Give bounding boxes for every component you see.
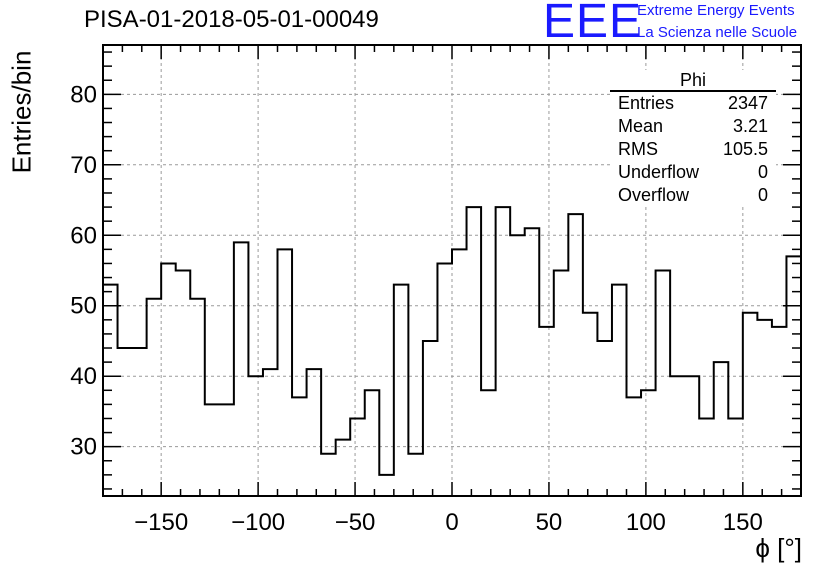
histogram-bin [597, 341, 612, 496]
x-tick-label: −50 [335, 509, 376, 536]
histogram-bin [670, 376, 685, 496]
eee-logo: EEE [543, 0, 643, 48]
x-tick-label: 150 [723, 509, 763, 536]
tick-labels: −150 −100 −50 0 50 100 150 30 40 50 60 70 80 [70, 81, 763, 536]
histogram-series [103, 206, 802, 497]
y-tick-label: 80 [70, 81, 97, 108]
stats-value: 0 [757, 185, 768, 205]
axis-ticks [102, 45, 802, 496]
y-tick-label: 40 [70, 363, 97, 390]
histogram-bin [467, 207, 482, 496]
histogram-bin [365, 390, 380, 496]
stats-label: Underflow [618, 162, 700, 182]
histogram-bin [685, 376, 700, 496]
histogram-bin [772, 327, 787, 496]
stats-value: 3.21 [732, 116, 768, 136]
histogram-bin [612, 285, 627, 496]
logo-line-2: La Scienza nelle Scuole [637, 24, 798, 41]
histogram-bin [263, 369, 278, 496]
x-tick-label: −150 [134, 509, 188, 536]
histogram-bin [118, 348, 133, 496]
histogram-bin [743, 313, 758, 496]
stats-label: Entries [618, 93, 675, 113]
histogram-bin [205, 404, 220, 496]
y-tick-label: 60 [70, 222, 97, 249]
histogram-bin [394, 285, 409, 496]
histogram-bin [699, 418, 714, 496]
stats-title: Phi [610, 70, 776, 92]
histogram-bin [757, 320, 772, 496]
stats-label: Mean [618, 116, 664, 136]
histogram-bin [379, 475, 394, 496]
y-axis-label: Entries/bin [6, 50, 37, 174]
histogram-bin [568, 214, 583, 496]
histogram-bin [219, 404, 234, 496]
x-tick-label: −100 [231, 509, 285, 536]
x-tick-label: 0 [445, 509, 458, 536]
stats-label: RMS [618, 139, 658, 159]
histogram-bin [336, 440, 351, 496]
histogram-bin [234, 242, 249, 496]
histogram-bin [510, 235, 525, 496]
y-tick-label: 50 [70, 293, 97, 320]
histogram-bin [321, 454, 336, 496]
histogram-bin [176, 271, 191, 497]
histogram-bin [554, 271, 569, 497]
histogram-bin [132, 348, 147, 496]
histogram-bin [525, 228, 540, 496]
stats-label: Overflow [618, 185, 690, 205]
histogram-bin [408, 454, 423, 496]
x-axis-label: ϕ [°] [755, 533, 802, 563]
histogram-bin [714, 362, 729, 496]
histogram-bin [161, 263, 176, 496]
stats-row: Underflow 0 [610, 161, 776, 184]
stats-row: Overflow 0 [610, 184, 776, 207]
histogram-bin [627, 397, 642, 496]
histogram-bin [248, 376, 263, 496]
stats-row: RMS 105.5 [610, 138, 776, 161]
histogram-bin [437, 263, 452, 496]
stats-value: 2347 [727, 93, 768, 113]
histogram-bin [190, 299, 205, 496]
y-tick-label: 70 [70, 152, 97, 179]
grid-lines [103, 45, 801, 496]
logo-line-1: Extreme Energy Events [637, 2, 795, 19]
histogram-bin [496, 207, 511, 496]
histogram-bin [278, 249, 293, 496]
histogram-bin [656, 271, 671, 497]
histogram-bin [292, 397, 307, 496]
histogram-bin [583, 313, 598, 496]
histogram-bin [481, 390, 496, 496]
histogram-bin [641, 390, 656, 496]
histogram-bin [307, 369, 322, 496]
stats-box: Phi Entries 2347 Mean 3.21 RMS 105.5 Und… [610, 70, 776, 207]
stats-value: 105.5 [722, 139, 768, 159]
histogram-outline [103, 206, 802, 476]
histogram-bin [539, 327, 554, 496]
stats-row: Entries 2347 [610, 92, 776, 115]
histogram-bin [147, 299, 162, 496]
chart-title: PISA-01-2018-05-01-00049 [84, 6, 379, 33]
histogram-bin [423, 341, 438, 496]
histogram-bin [350, 418, 365, 496]
histogram-bin [728, 418, 743, 496]
stats-row: Mean 3.21 [610, 115, 776, 138]
x-tick-label: 100 [626, 509, 666, 536]
histogram-bin [452, 249, 467, 496]
x-tick-label: 50 [536, 509, 563, 536]
stats-value: 0 [757, 162, 768, 182]
y-tick-label: 30 [70, 434, 97, 461]
